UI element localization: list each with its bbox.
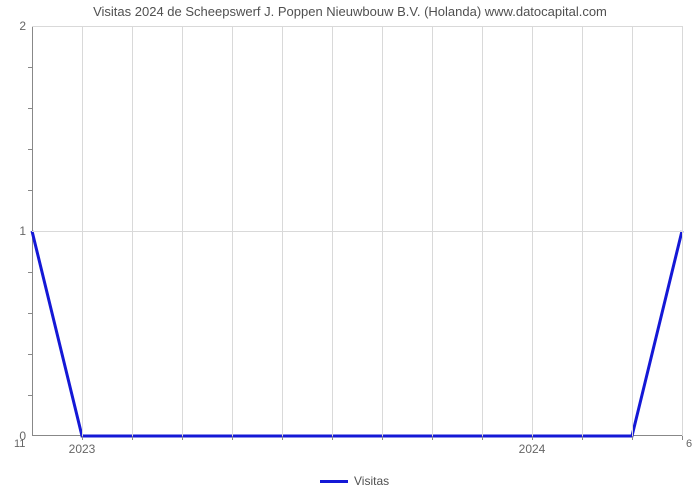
chart-title: Visitas 2024 de Scheepswerf J. Poppen Ni… <box>0 4 700 19</box>
y-minor-tick <box>28 67 32 68</box>
x-minor-tick <box>282 436 283 440</box>
x-minor-tick <box>582 436 583 440</box>
corner-label-bottom-right: 6 <box>686 438 692 450</box>
corner-label-bottom-left: 11 <box>14 438 25 450</box>
x-minor-tick <box>382 436 383 440</box>
x-minor-tick <box>82 436 83 440</box>
y-tick-label: 2 <box>19 19 26 33</box>
grid-line-horizontal <box>32 231 682 232</box>
x-tick-label: 2023 <box>69 442 96 456</box>
x-minor-tick <box>632 436 633 440</box>
grid-line-horizontal <box>32 26 682 27</box>
x-minor-tick <box>432 436 433 440</box>
legend: Visitas <box>320 474 389 488</box>
chart-container: Visitas 2024 de Scheepswerf J. Poppen Ni… <box>0 0 700 500</box>
y-minor-tick <box>28 354 32 355</box>
x-minor-tick <box>232 436 233 440</box>
grid-line-vertical <box>682 26 683 436</box>
x-tick-label: 2024 <box>519 442 546 456</box>
y-minor-tick <box>28 313 32 314</box>
line-series-path <box>32 231 682 436</box>
y-minor-tick <box>28 149 32 150</box>
x-minor-tick <box>182 436 183 440</box>
y-minor-tick <box>28 108 32 109</box>
x-minor-tick <box>482 436 483 440</box>
legend-label: Visitas <box>354 474 389 488</box>
y-minor-tick <box>28 190 32 191</box>
x-minor-tick <box>132 436 133 440</box>
y-tick-label: 1 <box>19 224 26 238</box>
x-minor-tick <box>532 436 533 440</box>
plot-area: 01220232024 <box>32 26 682 436</box>
y-minor-tick <box>28 395 32 396</box>
legend-swatch <box>320 480 348 483</box>
x-minor-tick <box>682 436 683 440</box>
y-minor-tick <box>28 272 32 273</box>
x-minor-tick <box>332 436 333 440</box>
